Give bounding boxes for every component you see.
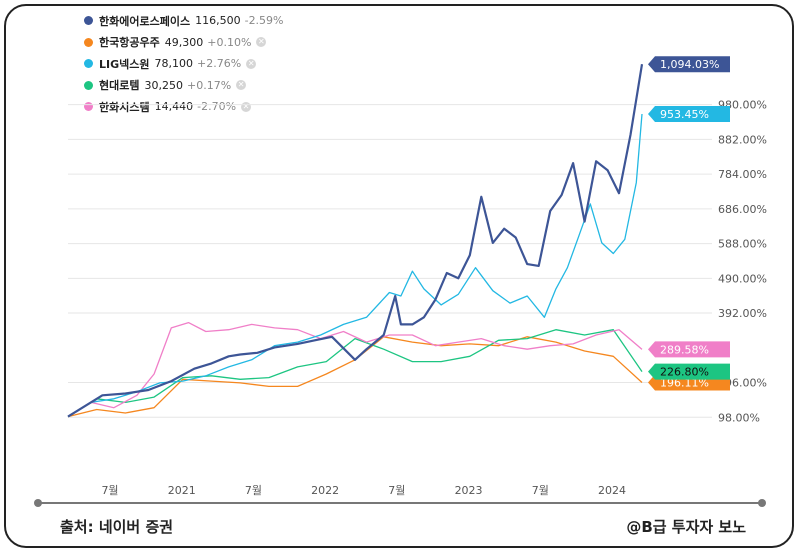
legend-price: 30,250 — [144, 78, 183, 92]
legend-change: +0.17% — [186, 78, 232, 92]
source-note: 출처: 네이버 증권 — [60, 518, 174, 536]
end-value-flag-shape — [648, 341, 730, 358]
x-tick-label: 7월 — [245, 484, 262, 497]
y-tick-label: 98.00% — [718, 411, 760, 424]
y-tick-label: 882.00% — [718, 133, 767, 146]
remove-series-close-icon[interactable]: ✕ — [256, 37, 267, 48]
end-value-flag-shape — [648, 56, 730, 73]
x-tick-label: 2021 — [168, 484, 196, 497]
x-tick-label: 7월 — [101, 484, 118, 497]
end-value-flag: 1,094.03% — [648, 56, 730, 73]
legend-change: +0.10% — [207, 35, 252, 49]
legend-name: 한화에어로스페이스 — [99, 14, 191, 28]
legend-item-lig-nex1[interactable]: LIG넥스원 78,100 +2.76% ✕ — [84, 53, 289, 75]
axis-end-knob — [758, 499, 766, 507]
legend-price: 116,500 — [195, 14, 241, 28]
legend-name: LIG넥스원 — [99, 57, 150, 71]
author-credit: @B급 투자자 보노 — [626, 518, 746, 536]
end-value-label: 196.11% — [660, 376, 709, 389]
remove-series-close-icon[interactable]: ✕ — [246, 58, 257, 69]
legend-name: 한국항공우주 — [99, 36, 160, 50]
end-value-flag: 289.58% — [648, 341, 730, 358]
x-tick-label: 2023 — [455, 484, 483, 497]
y-tick-label: 392.00% — [718, 307, 767, 320]
series-line-1 — [67, 336, 643, 418]
remove-series-close-icon[interactable]: ✕ — [236, 80, 247, 91]
x-tick-label: 7월 — [388, 484, 405, 497]
end-value-label: 289.58% — [660, 343, 709, 356]
series-dot-icon — [84, 102, 93, 112]
y-tick-label: 196.00% — [718, 377, 767, 390]
legend: 한화에어로스페이스 116,500 -2.59% 한국항공우주 49,300 +… — [84, 10, 289, 118]
series-dot-icon — [84, 37, 93, 47]
y-tick-label: 490.00% — [718, 272, 767, 285]
series-line-0 — [67, 64, 644, 418]
end-value-label: 953.45% — [660, 108, 709, 121]
legend-change: +2.76% — [197, 57, 242, 71]
legend-item-hyundai-rotem[interactable]: 현대로템 30,250 +0.17% ✕ — [84, 75, 289, 97]
series-line-3 — [67, 329, 643, 418]
y-tick-label: 784.00% — [718, 168, 767, 181]
series-dot-icon — [84, 16, 93, 26]
legend-item-kai[interactable]: 한국항공우주 49,300 +0.10% ✕ — [84, 32, 289, 54]
legend-item-hanwha-aerospace[interactable]: 한화에어로스페이스 116,500 -2.59% — [84, 10, 289, 32]
x-tick-label: 2024 — [598, 484, 626, 497]
legend-name: 한화시스템 — [99, 100, 150, 114]
end-value-flag: 953.45% — [648, 106, 730, 123]
remove-series-close-icon[interactable]: ✕ — [241, 101, 252, 112]
end-value-flag-shape — [648, 106, 730, 123]
y-tick-label: 980.00% — [718, 99, 767, 112]
legend-name: 현대로템 — [99, 79, 140, 93]
series-dot-icon — [84, 59, 93, 69]
legend-item-hanwha-systems[interactable]: 한화시스템 14,440 -2.70% ✕ — [84, 96, 289, 118]
legend-price: 14,440 — [154, 100, 194, 114]
end-value-flag-shape — [648, 363, 730, 380]
series-dot-icon — [84, 80, 93, 90]
series-line-2 — [67, 113, 643, 418]
legend-price: 78,100 — [154, 57, 194, 71]
end-value-flag: 226.80% — [648, 363, 730, 380]
axis-end-knob — [34, 499, 42, 507]
end-value-label: 1,094.03% — [660, 58, 719, 71]
y-tick-label: 686.00% — [718, 203, 767, 216]
x-tick-label: 7월 — [532, 484, 549, 497]
y-tick-label: 588.00% — [718, 238, 767, 251]
x-tick-label: 2022 — [311, 484, 339, 497]
end-value-label: 226.80% — [660, 366, 709, 379]
chart-frame — [4, 4, 794, 548]
legend-price: 49,300 — [164, 35, 204, 49]
legend-change: -2.59% — [244, 14, 284, 28]
series-line-4 — [67, 321, 643, 418]
legend-change: -2.70% — [197, 100, 237, 114]
